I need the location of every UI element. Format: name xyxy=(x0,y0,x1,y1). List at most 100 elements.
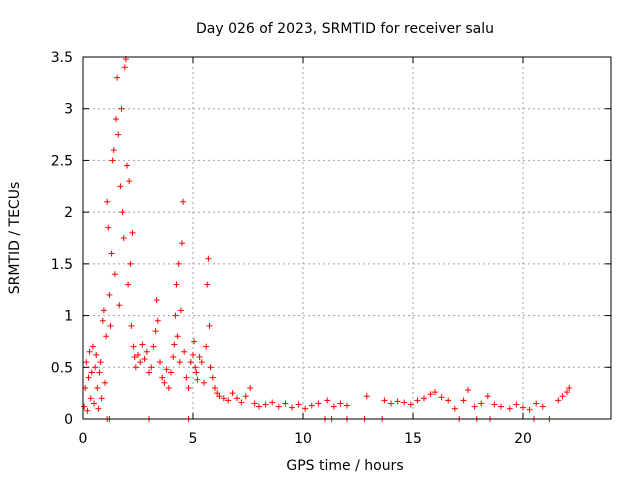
data-point xyxy=(139,341,146,348)
data-point xyxy=(94,384,101,391)
data-point xyxy=(180,198,187,205)
data-point xyxy=(205,255,212,262)
data-point xyxy=(289,404,295,411)
data-point xyxy=(216,393,223,400)
data-point xyxy=(203,343,210,350)
data-point xyxy=(363,393,370,400)
data-point xyxy=(451,405,458,412)
data-point xyxy=(295,401,302,408)
data-point xyxy=(130,343,137,350)
data-point xyxy=(520,404,526,411)
data-point xyxy=(176,359,183,366)
data-point xyxy=(163,366,170,373)
data-point xyxy=(120,235,127,241)
data-point xyxy=(324,397,331,404)
data-point xyxy=(414,397,421,404)
data-point xyxy=(201,379,207,386)
data-point xyxy=(125,281,132,288)
data-point xyxy=(93,351,100,358)
data-point xyxy=(159,374,166,381)
data-point xyxy=(427,391,434,398)
data-point xyxy=(194,376,201,383)
data-point xyxy=(111,271,118,278)
data-point xyxy=(129,229,136,236)
data-point xyxy=(170,353,177,360)
data-point xyxy=(465,387,471,394)
data-point xyxy=(126,178,133,185)
data-point xyxy=(95,405,102,412)
data-point xyxy=(146,369,152,376)
data-point xyxy=(187,359,194,366)
data-point xyxy=(92,364,99,371)
data-point xyxy=(89,343,96,350)
data-point xyxy=(168,369,174,376)
data-point xyxy=(118,105,125,112)
data-point xyxy=(165,384,172,391)
tick-labels: 0 0.5 1 1.5 2 2.5 3 3.5 0 5 10 15 20 xyxy=(51,50,532,447)
data-point xyxy=(555,397,562,404)
data-point xyxy=(190,351,196,358)
data-point xyxy=(110,147,117,154)
data-point xyxy=(116,302,123,309)
data-point xyxy=(204,281,211,288)
data-point xyxy=(539,403,546,410)
data-point xyxy=(212,384,218,391)
data-point xyxy=(308,402,315,409)
data-point xyxy=(198,359,205,366)
data-point xyxy=(181,348,188,355)
y-tick-label: 0.5 xyxy=(51,360,73,376)
grid-lines xyxy=(82,56,611,420)
y-tick-label: 1 xyxy=(64,309,73,325)
data-point xyxy=(193,369,200,376)
data-point xyxy=(269,399,276,406)
data-point xyxy=(97,359,104,366)
data-point xyxy=(152,328,159,335)
data-point xyxy=(330,403,337,410)
data-point xyxy=(83,359,90,366)
data-point xyxy=(115,131,122,138)
data-point xyxy=(96,369,103,376)
data-point xyxy=(214,390,221,397)
data-point xyxy=(344,402,350,409)
data-point xyxy=(121,64,128,71)
y-tick-label: 0 xyxy=(64,412,73,428)
data-point xyxy=(191,338,198,345)
data-point xyxy=(460,397,467,404)
data-point xyxy=(445,397,452,404)
data-point xyxy=(206,322,213,329)
data-point xyxy=(229,390,236,397)
data-point xyxy=(119,209,126,216)
data-point xyxy=(209,374,216,381)
data-point xyxy=(179,240,185,247)
data-point xyxy=(526,406,533,413)
data-point xyxy=(88,369,95,376)
data-point xyxy=(105,224,112,231)
data-point xyxy=(174,333,181,340)
data-point xyxy=(506,405,513,412)
data-point xyxy=(91,400,97,407)
data-point xyxy=(478,400,485,407)
data-point xyxy=(161,379,168,386)
data-point xyxy=(234,395,240,402)
data-point xyxy=(87,395,94,402)
data-point xyxy=(81,403,88,410)
data-point xyxy=(113,116,119,123)
data-point xyxy=(102,379,108,386)
data-point xyxy=(566,384,573,391)
data-point xyxy=(135,351,141,358)
data-point xyxy=(498,403,504,410)
x-axis-label: GPS time / hours xyxy=(286,458,403,474)
data-point xyxy=(84,407,91,414)
data-point xyxy=(282,400,289,407)
data-point xyxy=(103,333,110,340)
data-point xyxy=(99,317,106,324)
data-point xyxy=(128,322,135,329)
data-point xyxy=(238,399,245,406)
data-point xyxy=(337,400,344,407)
data-point xyxy=(471,403,478,410)
data-point xyxy=(559,393,566,400)
data-point xyxy=(192,364,199,371)
data-points xyxy=(81,56,573,422)
data-point xyxy=(207,364,214,371)
